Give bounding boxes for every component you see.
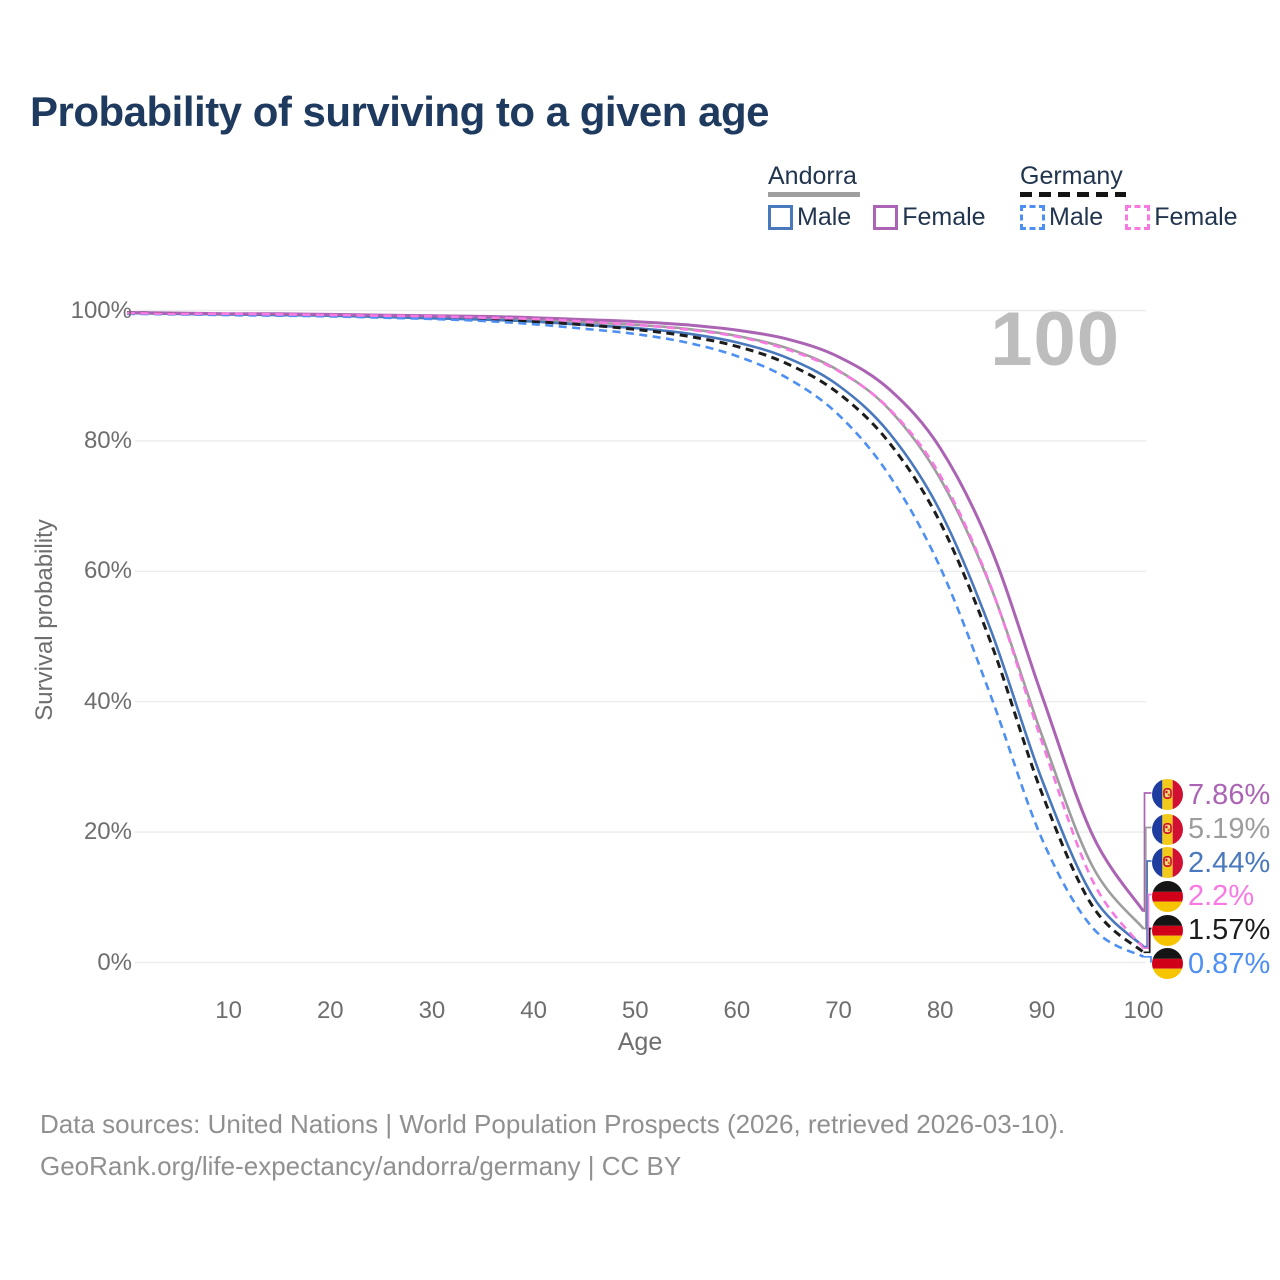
legend-group-germany: Germany Male Female xyxy=(1020,162,1238,231)
end-label-row: 7.86% xyxy=(1152,778,1270,812)
x-tick-60: 60 xyxy=(723,997,751,1024)
end-label-value: 5.19% xyxy=(1188,813,1271,845)
x-tick-40: 40 xyxy=(520,997,547,1024)
page-title: Probability of surviving to a given age xyxy=(30,88,769,135)
x-tick-80: 80 xyxy=(926,997,954,1024)
y-tick-100%: 100% xyxy=(70,296,132,324)
x-axis-title: Age xyxy=(617,1028,663,1056)
curve-germany-male[interactable] xyxy=(126,312,1145,958)
end-label-value: 1.57% xyxy=(1188,914,1271,946)
germany-flag-icon xyxy=(1152,880,1183,912)
legend-swatch-germany-female[interactable] xyxy=(1125,205,1151,230)
andorra-flag-icon xyxy=(1152,847,1183,878)
footer: Data sources: United Nations | World Pop… xyxy=(40,1103,1065,1187)
leader-line-1.57% xyxy=(1143,927,1152,954)
end-label-row: 0.87% xyxy=(1152,947,1270,981)
curve-andorra-female[interactable] xyxy=(126,311,1145,913)
germany-flag-icon xyxy=(1152,948,1183,979)
footer-sources-line: Data sources: United Nations | World Pop… xyxy=(40,1109,1066,1139)
x-tick-50: 50 xyxy=(621,997,649,1024)
leader-line-0.87% xyxy=(1143,955,1152,963)
x-tick-20: 20 xyxy=(316,997,344,1024)
end-label-row: 5.19% xyxy=(1152,812,1270,846)
legend-label-andorra-male[interactable]: Male xyxy=(797,203,852,231)
andorra-solid-line-sample xyxy=(768,192,860,197)
curve-andorra-male[interactable] xyxy=(126,311,1145,948)
end-label-value: 2.2% xyxy=(1188,880,1255,912)
end-label-row: 2.2% xyxy=(1152,879,1254,913)
legend-label-germany-male[interactable]: Male xyxy=(1049,203,1104,231)
leader-line-5.19% xyxy=(1143,826,1152,930)
legend-group-germany-label[interactable]: Germany xyxy=(1020,162,1123,190)
curve-germany-both-sexes[interactable] xyxy=(126,311,1145,954)
y-tick-40%: 40% xyxy=(83,687,132,715)
y-tick-80%: 80% xyxy=(83,426,132,454)
footer-attribution-line: GeoRank.org/life-expectancy/andorra/germ… xyxy=(40,1151,682,1181)
y-tick-0%: 0% xyxy=(97,948,132,976)
x-tick-100: 100 xyxy=(1123,997,1164,1024)
curve-andorra-both-sexes[interactable] xyxy=(126,311,1145,930)
germany-flag-icon xyxy=(1152,914,1183,946)
legend-label-germany-female[interactable]: Female xyxy=(1154,203,1238,231)
legend-swatch-andorra-male[interactable] xyxy=(768,205,793,230)
x-tick-10: 10 xyxy=(215,997,242,1024)
leader-line-7.86% xyxy=(1143,792,1152,913)
legend-label-andorra-female[interactable]: Female xyxy=(902,203,986,231)
legend-swatch-andorra-female[interactable] xyxy=(873,205,899,230)
end-label-row: 1.57% xyxy=(1152,913,1270,947)
legend-group-andorra: Andorra Male Female xyxy=(768,162,986,231)
end-label-value: 2.44% xyxy=(1188,846,1271,879)
x-tick-90: 90 xyxy=(1028,997,1056,1024)
andorra-flag-icon xyxy=(1152,813,1183,845)
leader-line-2.2% xyxy=(1143,893,1152,950)
y-tick-60%: 60% xyxy=(83,557,132,585)
legend-swatch-germany-male[interactable] xyxy=(1020,205,1045,230)
end-label-value: 0.87% xyxy=(1188,947,1271,980)
end-label-row: 2.44% xyxy=(1152,846,1270,880)
legend-group-andorra-label[interactable]: Andorra xyxy=(768,162,857,190)
y-tick-20%: 20% xyxy=(83,818,132,846)
x-tick-30: 30 xyxy=(418,997,446,1024)
curve-germany-female[interactable] xyxy=(126,311,1145,949)
andorra-flag-icon xyxy=(1152,779,1183,810)
x-tick-70: 70 xyxy=(825,997,852,1024)
end-label-value: 7.86% xyxy=(1188,778,1271,811)
leader-line-2.44% xyxy=(1143,860,1152,948)
germany-dashed-line-sample xyxy=(1020,192,1126,197)
